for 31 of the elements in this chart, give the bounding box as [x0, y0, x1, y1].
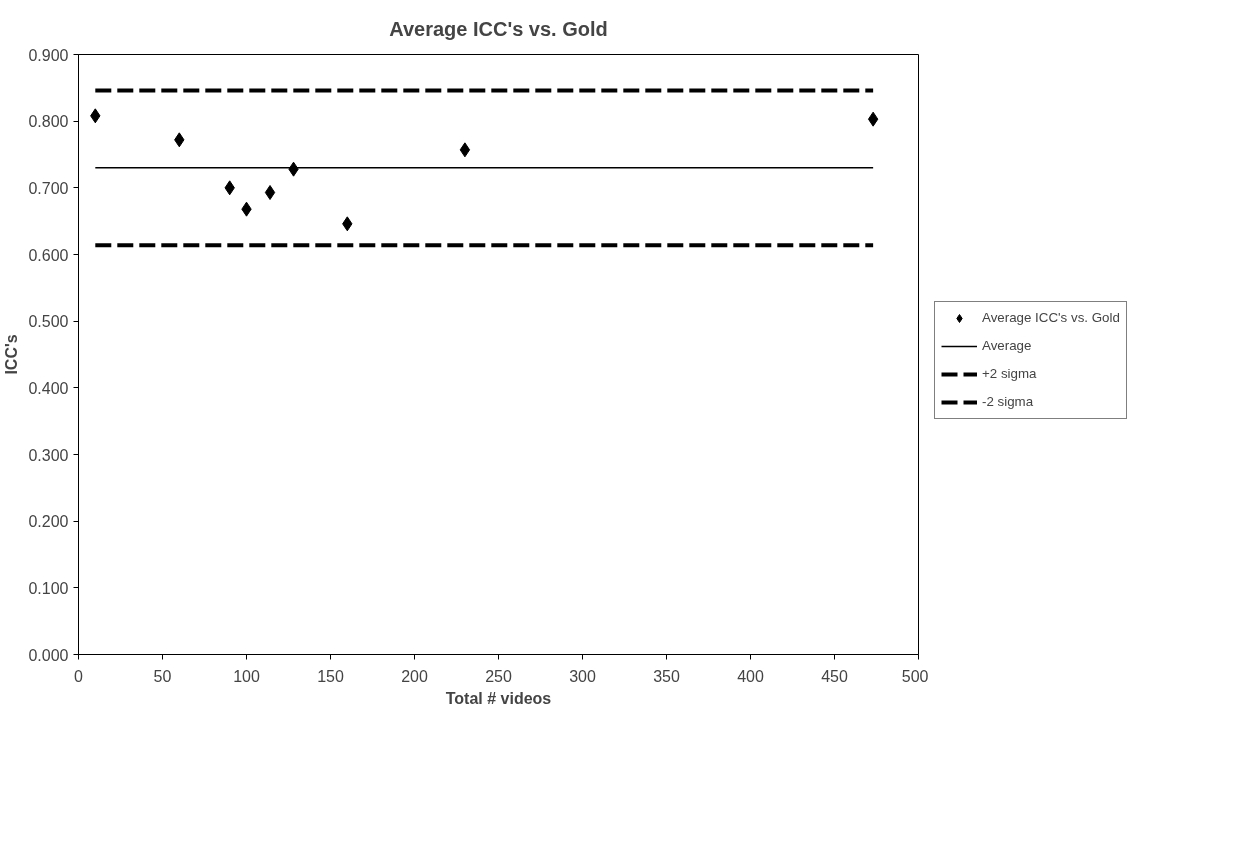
x-tick-label: 450 — [821, 667, 848, 685]
legend-label: Average — [982, 338, 1032, 353]
y-tick-label: 0.400 — [28, 379, 69, 397]
y-tick-label: 0.500 — [28, 313, 69, 331]
point — [867, 111, 879, 127]
y-tick-label: 0.200 — [28, 513, 69, 531]
point — [459, 142, 471, 158]
point — [264, 185, 276, 200]
x-tick-label: 300 — [569, 667, 596, 685]
x-axis-title: Total # videos — [445, 689, 552, 707]
legend-label: -2 sigma — [982, 394, 1034, 409]
y-tick-label: 0.100 — [28, 579, 69, 597]
chart-title: Average ICC's vs. Gold — [389, 17, 608, 40]
legend-label: +2 sigma — [982, 366, 1037, 381]
y-tick-label: 0.600 — [28, 246, 69, 264]
x-tick-label: 50 — [153, 667, 172, 685]
y-tick-label: 0.700 — [28, 179, 69, 197]
y-tick-label: 0.900 — [28, 46, 69, 64]
legend-label: Average ICC's vs. Gold — [982, 310, 1120, 325]
x-tick-label: 250 — [485, 667, 512, 685]
y-axis-title: ICC's — [3, 334, 21, 375]
x-tick-label: 350 — [653, 667, 680, 685]
x-tick-label: 100 — [233, 667, 260, 685]
x-tick-label: 0 — [74, 667, 84, 685]
y-tick-label: 0.300 — [28, 446, 69, 464]
y-tick-label: 0.800 — [28, 113, 69, 131]
x-tick-label: 200 — [401, 667, 428, 685]
x-tick-label: 500 — [901, 667, 929, 685]
y-tick-label: 0.000 — [28, 646, 69, 664]
x-tick-label: 150 — [317, 667, 344, 685]
x-tick-label: 400 — [737, 667, 764, 685]
